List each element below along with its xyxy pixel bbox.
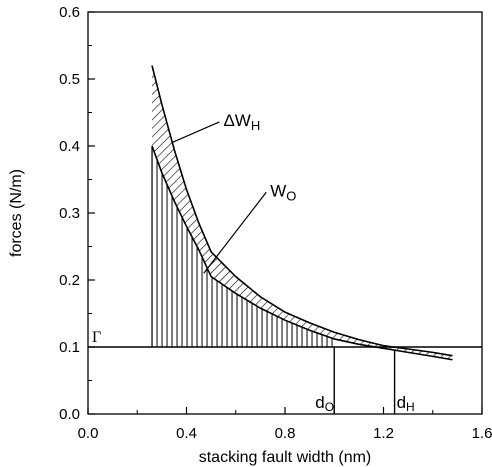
y-tick-label: 0.3 [59, 205, 80, 222]
x-tick-label: 0.4 [176, 425, 197, 442]
annotation-leader [203, 191, 267, 274]
vline-label-do: dO [315, 393, 334, 414]
annotation-leader [171, 121, 220, 144]
annotations: ΔWH WO [171, 111, 296, 274]
diagonal-hatch-band [152, 65, 453, 360]
x-axis: 0.0 0.4 0.8 1.2 1.6 [78, 407, 492, 442]
vertical-hatch-region [151, 146, 333, 347]
x-tick-label: 1.2 [373, 425, 394, 442]
y-tick-label: 0.4 [59, 138, 80, 155]
x-tick-label: 0.8 [275, 425, 296, 442]
vline-label-dh: dH [397, 393, 415, 414]
annotation-o: WO [270, 181, 296, 203]
y-tick-label: 0.5 [59, 71, 80, 88]
y-tick-label: 0.0 [59, 406, 80, 423]
series-line-wo [151, 145, 453, 361]
annotation-h: ΔWH [223, 111, 260, 133]
y-tick-label: 0.1 [59, 339, 80, 356]
y-axis: 0.0 0.1 0.2 0.3 0.4 0.5 0.6 [59, 4, 95, 423]
x-axis-label: stacking fault width (nm) [199, 449, 372, 466]
reference-lines: ΓdO dH [88, 329, 482, 414]
gamma-label: Γ [92, 329, 101, 346]
x-tick-label: 1.6 [472, 425, 492, 442]
y-tick-label: 0.6 [59, 4, 80, 21]
y-tick-label: 0.2 [59, 272, 80, 289]
x-tick-label: 0.0 [78, 425, 99, 442]
y-axis-label: forces (N/m) [8, 169, 25, 257]
